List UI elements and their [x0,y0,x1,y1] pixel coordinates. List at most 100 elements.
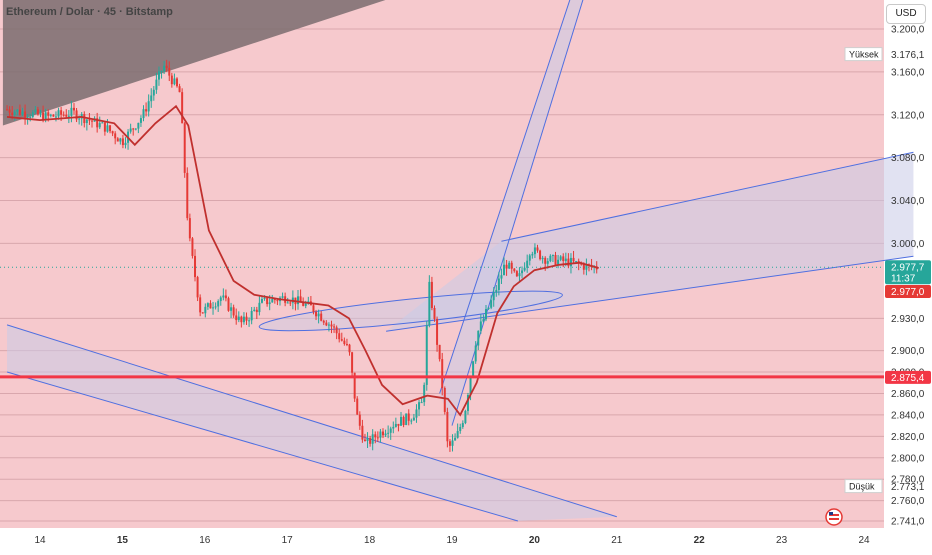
time-tick-label: 19 [446,535,458,546]
top-wedge-drawing[interactable] [2,0,477,126]
candle-body [551,255,554,257]
candle-body [361,425,364,440]
candle-body [106,125,109,132]
candle-body [317,313,320,317]
candle-body [253,309,256,311]
candle-body [271,298,274,303]
candle-body [327,324,330,326]
candle-body [320,313,323,321]
price-tick-label: 2.930,0 [891,314,925,325]
last-price-tag-text: 2.977,7 [891,262,925,273]
candle-body [168,67,171,76]
moving-average [6,104,599,417]
candle-body [549,255,552,262]
candle-body [44,112,47,121]
candle-body [315,311,318,317]
candle-body [430,281,433,308]
candle-body [98,123,101,128]
price-tick-label: 3.120,0 [891,110,925,121]
candle-body [147,101,150,112]
currency-button[interactable]: USD [886,4,926,24]
candle-body [333,326,336,328]
candle-body [454,437,457,441]
candle-body [381,431,384,436]
candle-body [227,298,230,311]
candle-body [492,292,495,301]
candle-body [451,440,454,446]
time-tick-label: 18 [364,535,376,546]
ascending-channel-upper-line[interactable] [501,151,914,242]
low-label: Düşük [849,482,875,492]
candle-body [569,257,572,267]
candle-body [559,256,562,260]
candle-body [111,131,114,134]
candle-body [240,316,243,323]
price-tick-label: 2.741,0 [891,517,925,528]
descending-channel-lower-line[interactable] [6,371,519,522]
ellipse-drawing[interactable] [258,283,564,338]
steep-channel-line-a[interactable] [439,0,580,394]
candle-body [75,110,78,120]
candle-body [31,112,34,117]
candle-body [186,172,189,219]
candle-body [464,410,467,424]
candle-body [26,117,29,119]
candle-body [497,278,500,290]
candle-body [554,255,557,265]
candle-body [175,78,178,87]
candle-body [456,430,459,438]
candle-body [286,302,289,304]
candle-body [242,316,245,323]
ascending-channel-fill[interactable] [386,152,914,332]
high-label-box [844,47,883,62]
high-value: 3.176,1 [891,50,925,61]
candle-body [335,327,338,334]
candle-body [235,315,238,321]
candle-body [266,297,269,305]
flag-icon[interactable] [825,508,843,526]
price-tick-label: 2.760,0 [891,496,925,507]
candle-body [24,111,27,118]
candle-body [204,306,207,314]
candle-body [567,258,570,267]
candle-body [397,423,400,426]
candle-body [425,325,428,385]
candle-body [575,261,578,263]
candle-body [487,307,490,309]
ascending-channel-lower-line[interactable] [386,255,914,332]
candle-body [443,388,446,412]
last-price-tag-text: 11:37 [891,273,916,284]
candle-body [340,339,343,341]
low-label-box [844,479,883,494]
candle-body [124,142,127,146]
candle-body [60,110,63,115]
candle-body [57,110,60,117]
candle-body [515,271,518,277]
candle-body [109,125,112,132]
time-tick-label: 15 [117,535,129,546]
candle-body [6,109,9,111]
candle-body [348,344,351,353]
descending-channel-fill[interactable] [7,324,617,521]
candle-body [142,109,145,119]
last-price-tag [885,260,931,285]
time-tick-label: 20 [529,535,541,546]
steep-channel-fill[interactable] [439,0,592,426]
candle-body [160,71,163,73]
candle-body [369,438,372,444]
candle-body [536,247,539,251]
candle-body [260,298,263,303]
candle-body [580,263,583,265]
candle-body [392,426,395,429]
descending-channel-upper-line[interactable] [6,324,617,518]
ma-line[interactable] [6,104,599,417]
candle-body [562,256,565,262]
time-axis[interactable]: 14 15 16 17 18 19 20 21 22 23 24 [34,535,870,546]
price-tick-label: 2.840,0 [891,410,925,421]
candle-body [338,333,341,340]
price-tick-label: 3.080,0 [891,153,925,164]
price-tick-label: 3.040,0 [891,196,925,207]
candle-body [137,122,140,129]
